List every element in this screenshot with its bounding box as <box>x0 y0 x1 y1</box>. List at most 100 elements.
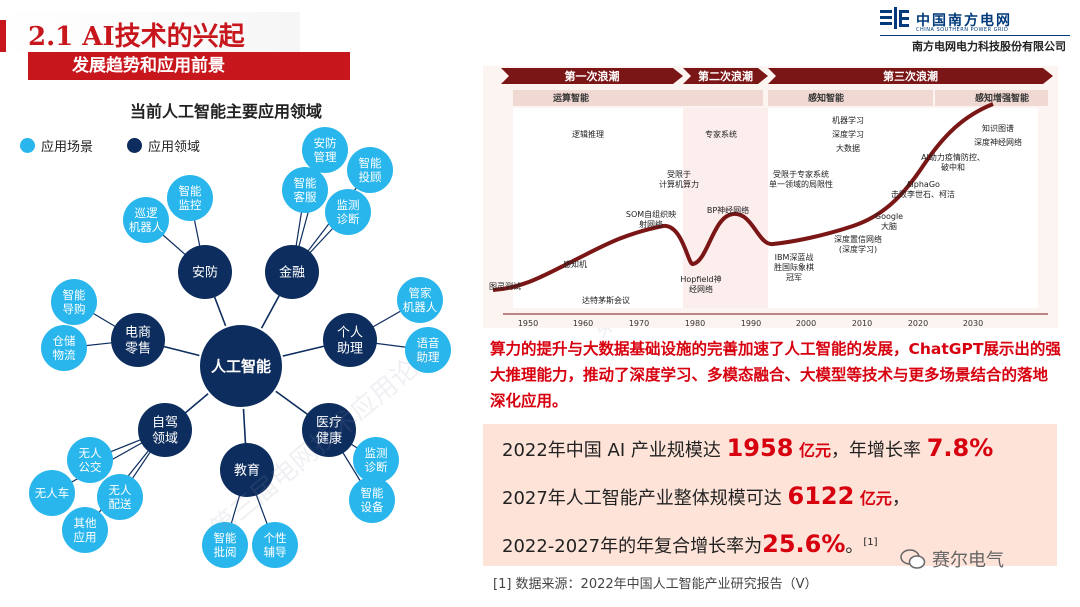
scene-node: 仓储物流 <box>41 325 87 371</box>
wave-banner <box>501 68 683 84</box>
domain-node: 金融 <box>265 245 319 299</box>
stat2-suffix: ， <box>891 488 910 509</box>
scene-node: 智能监控 <box>167 175 213 221</box>
year-tick: 2030 <box>963 319 983 328</box>
year-tick: 1980 <box>685 319 705 328</box>
header-band <box>0 12 300 52</box>
scene-label: 巡逻机器人 <box>129 206 164 234</box>
era-panel <box>768 108 1038 308</box>
year-tick: 1970 <box>629 319 649 328</box>
domain-node: 自驾领域 <box>138 403 192 457</box>
domain-circle <box>178 245 232 299</box>
timeline-event: AlphaGo 击败李世石、柯洁 <box>891 180 955 199</box>
timeline-note: 深度学习 <box>832 129 864 139</box>
scene-node: 巡逻机器人 <box>123 197 169 243</box>
center-node: 人工智能 <box>198 323 284 409</box>
scene-label: 管家机器人 <box>403 286 438 314</box>
stat3-value: 25.6% <box>762 530 846 558</box>
year-tick: 1990 <box>741 319 761 328</box>
wave-label: 第三次浪潮 <box>883 69 938 83</box>
scene-circle <box>325 189 371 235</box>
scene-circle <box>347 147 393 193</box>
diagram-title: 当前人工智能主要应用领域 <box>130 102 323 121</box>
scene-node: 监测诊断 <box>325 189 371 235</box>
domain-label: 医疗健康 <box>316 416 342 447</box>
phase-label: 感知智能 <box>808 92 844 104</box>
scene-node: 无人公交 <box>67 437 113 483</box>
scene-node: 智能批阅 <box>202 522 248 568</box>
timeline-note: 深度神经网络 <box>974 137 1022 147</box>
scene-label: 语音助理 <box>417 336 440 364</box>
scene-label: 监测诊断 <box>337 198 360 226</box>
scene-label: 智能监控 <box>179 184 202 212</box>
page-subtitle: 发展趋势和应用前景 <box>28 52 350 80</box>
wave-label: 第一次浪潮 <box>565 69 620 83</box>
scene-circle <box>405 327 451 373</box>
stat2-prefix: 2027年人工智能产业整体规模可达 <box>502 488 788 509</box>
timeline-note: 机器学习 <box>832 115 864 125</box>
scene-node: 其他应用 <box>62 507 108 553</box>
stat2-value: 6122 <box>787 482 855 510</box>
phase-strip <box>935 90 1048 106</box>
domain-label: 自驾领域 <box>152 416 178 447</box>
timeline-event: Hopfield神经网络 <box>680 274 721 294</box>
scene-circle <box>67 437 113 483</box>
scene-label: 智能导购 <box>63 288 86 316</box>
logo-rule <box>880 35 1070 36</box>
phase-label: 运算智能 <box>553 92 589 104</box>
scene-circle <box>282 167 328 213</box>
year-tick: 2010 <box>852 319 872 328</box>
year-tick: 1950 <box>518 319 538 328</box>
timeline-note: 大数据 <box>836 143 860 153</box>
timeline-event: AI助力疫情防控、破中和 <box>921 152 985 172</box>
scene-circle <box>41 325 87 371</box>
stat-line-cagr: 2022-2027年的年复合增长率为25.6%。[1] <box>502 530 878 558</box>
scene-label: 智能批阅 <box>214 531 237 559</box>
stat1-mid: ，年增长率 <box>830 440 927 461</box>
scene-circle <box>167 175 213 221</box>
domain-label: 个人助理 <box>337 326 363 357</box>
source-note: [1] 数据来源：2022年中国人工智能产业研究报告（V） <box>493 577 818 592</box>
scene-label: 仓储物流 <box>53 334 76 362</box>
scene-label: 监测诊断 <box>365 446 388 474</box>
page-title: 2.1 AI技术的兴起 <box>28 22 245 52</box>
scene-node: 管家机器人 <box>397 277 443 323</box>
legend-swatch-scene <box>20 138 35 153</box>
timeline-event: 达特茅斯会议 <box>582 295 630 305</box>
timeline-note: 专家系统 <box>705 129 737 139</box>
ai-trend-curve <box>492 102 994 292</box>
domain-circle <box>138 403 192 457</box>
center-circle <box>198 323 284 409</box>
wave-banner <box>683 68 768 84</box>
legend-label-domain: 应用领域 <box>148 140 201 155</box>
stat1-value: 1958 <box>726 434 794 462</box>
timeline-note: 受限于计算机算力 <box>659 169 699 189</box>
scene-label: 个性辅导 <box>264 531 287 559</box>
timeline-note: 知识图谱 <box>982 123 1014 133</box>
phase-label: 感知增强智能 <box>975 92 1029 104</box>
timeline-event: 感知机 <box>563 259 587 269</box>
scene-circle <box>62 507 108 553</box>
domain-circle <box>111 313 165 367</box>
phase-strip <box>768 90 933 106</box>
wave-banner <box>768 68 1053 84</box>
domain-circle <box>220 443 274 497</box>
era-panel <box>683 108 768 308</box>
domain-node: 医疗健康 <box>302 403 356 457</box>
scene-label: 无人配送 <box>109 483 132 511</box>
domain-node: 个人助理 <box>323 313 377 367</box>
wechat-watermark: 赛尔电气 <box>900 546 1004 572</box>
scene-label: 安防管理 <box>314 136 337 164</box>
scene-circle <box>252 522 298 568</box>
stat2-unit: 亿元 <box>854 489 892 508</box>
domain-label: 教育 <box>234 463 260 479</box>
legend-label-scene: 应用场景 <box>41 140 94 155</box>
stat3-reference: [1] <box>863 537 878 548</box>
csg-logo-icon <box>880 7 909 29</box>
summary-text: 算力的提升与大数据基础设施的完善加速了人工智能的发展，ChatGPT展示出的强大… <box>490 340 1061 410</box>
header-accent <box>0 20 6 52</box>
stat3-suffix: 。 <box>845 536 864 557</box>
watermark-brand: 赛尔电气 <box>932 550 1004 571</box>
